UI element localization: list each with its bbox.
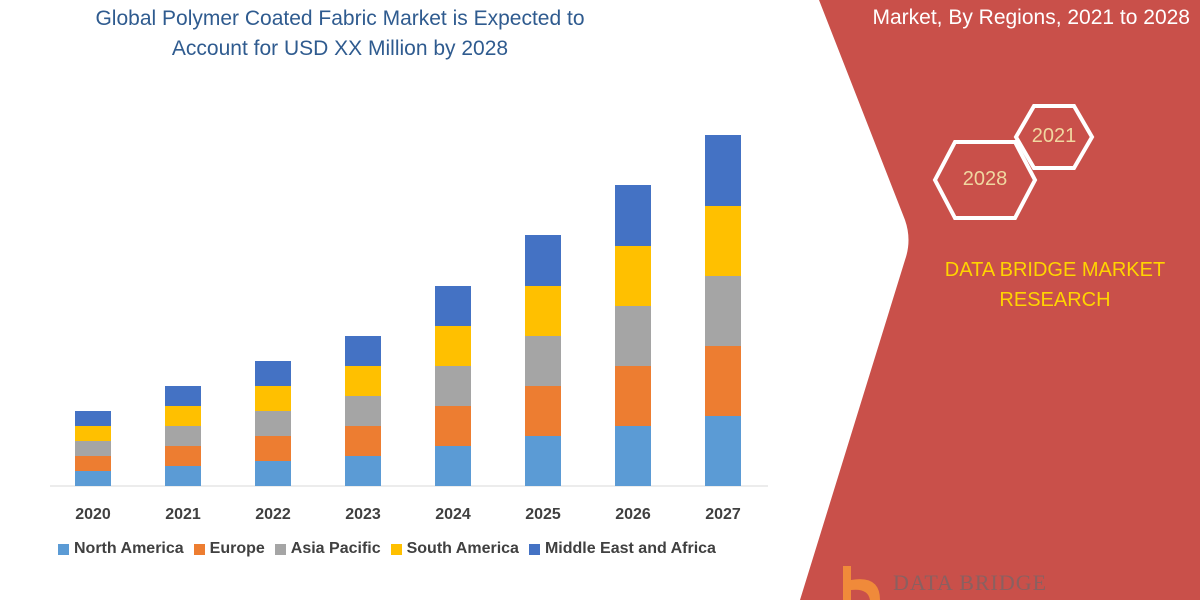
bar-2024-middle-east-and-africa	[435, 286, 471, 326]
bar-2026-europe	[615, 366, 651, 426]
legend-item: Middle East and Africa	[528, 540, 716, 558]
bar-2020-north-america	[75, 471, 111, 486]
bar-2027-asia-pacific	[705, 276, 741, 346]
bar-2024-europe	[435, 406, 471, 446]
x-tick-label: 2025	[525, 506, 561, 523]
bar-2023-asia-pacific	[345, 396, 381, 426]
x-tick-label: 2027	[705, 506, 741, 523]
bar-2020-asia-pacific	[75, 441, 111, 456]
x-tick-label: 2020	[75, 506, 111, 523]
hexagon-2028	[932, 140, 1038, 220]
red-panel	[800, 0, 1200, 600]
legend-swatch	[528, 543, 540, 555]
bar-2022-europe	[255, 436, 291, 461]
bar-2021-south-america	[165, 406, 201, 426]
bar-2020-middle-east-and-africa	[75, 411, 111, 426]
hexagon-2021	[1013, 104, 1095, 170]
side-title: Market, By Regions, 2021 to 2028	[872, 6, 1190, 29]
legend-item: North America	[58, 540, 184, 558]
x-tick-label: 2021	[165, 506, 201, 523]
bar-2022-asia-pacific	[255, 411, 291, 436]
bar-2027-europe	[705, 346, 741, 416]
legend-item: Asia Pacific	[274, 540, 381, 558]
legend-swatch	[58, 543, 69, 555]
bar-2023-europe	[345, 426, 381, 456]
x-tick-label: 2024	[435, 506, 471, 523]
hexagon-label-2028: 2028	[962, 168, 1008, 190]
bar-2025-asia-pacific	[525, 336, 561, 386]
bar-2020-europe	[75, 456, 111, 471]
hexagon-label-2021: 2021	[1031, 125, 1077, 147]
bar-2027-middle-east-and-africa	[705, 135, 741, 206]
legend-item: Europe	[193, 540, 265, 558]
chart-title: Global Polymer Coated Fabric Market is E…	[95, 7, 585, 60]
legend-label: Middle East and Africa	[544, 540, 716, 557]
bar-2025-europe	[525, 386, 561, 436]
bar-2024-north-america	[435, 446, 471, 486]
legend-label: North America	[74, 540, 184, 557]
bar-2022-north-america	[255, 461, 291, 486]
bar-2025-north-america	[525, 436, 561, 486]
bar-2023-south-america	[345, 366, 381, 396]
bar-2021-asia-pacific	[165, 426, 201, 446]
bar-2026-asia-pacific	[615, 306, 651, 366]
legend: North America Europe Asia Pacific South Ame…	[58, 540, 716, 558]
x-tick-label: 2023	[345, 506, 381, 523]
bar-2023-north-america	[345, 456, 381, 486]
legend-swatch	[390, 543, 402, 555]
x-tick-label: 2026	[615, 506, 651, 523]
bar-2020-south-america	[75, 426, 111, 441]
bar-2024-asia-pacific	[435, 366, 471, 406]
x-tick-label: 2022	[255, 506, 291, 523]
bar-2025-middle-east-and-africa	[525, 235, 561, 286]
brand-name: DATA BRIDGE MARKET RESEARCH	[944, 259, 1166, 311]
bars	[75, 135, 741, 486]
bar-2026-north-america	[615, 426, 651, 486]
legend-swatch	[274, 543, 286, 555]
bar-2023-middle-east-and-africa	[345, 336, 381, 366]
bar-2027-north-america	[705, 416, 741, 486]
bar-2025-south-america	[525, 286, 561, 336]
legend-label: Asia Pacific	[290, 540, 381, 557]
legend-label: South America	[406, 540, 519, 557]
legend-label: Europe	[209, 540, 265, 557]
bar-2022-south-america	[255, 386, 291, 411]
legend-item: South America	[390, 540, 519, 558]
bar-2021-north-america	[165, 466, 201, 486]
bar-2024-south-america	[435, 326, 471, 366]
bar-2027-south-america	[705, 206, 741, 276]
logo-icon	[843, 566, 880, 600]
legend-swatch	[193, 543, 205, 555]
bar-2022-middle-east-and-africa	[255, 361, 291, 386]
bar-2021-middle-east-and-africa	[165, 386, 201, 406]
bar-2026-middle-east-and-africa	[615, 185, 651, 246]
bar-2026-south-america	[615, 246, 651, 306]
bar-2021-europe	[165, 446, 201, 466]
logo-text: DATA BRIDGE	[893, 570, 1048, 595]
x-tick-labels: 2020 2021 2022 2023 2024 2025 2026 2027	[75, 506, 741, 523]
